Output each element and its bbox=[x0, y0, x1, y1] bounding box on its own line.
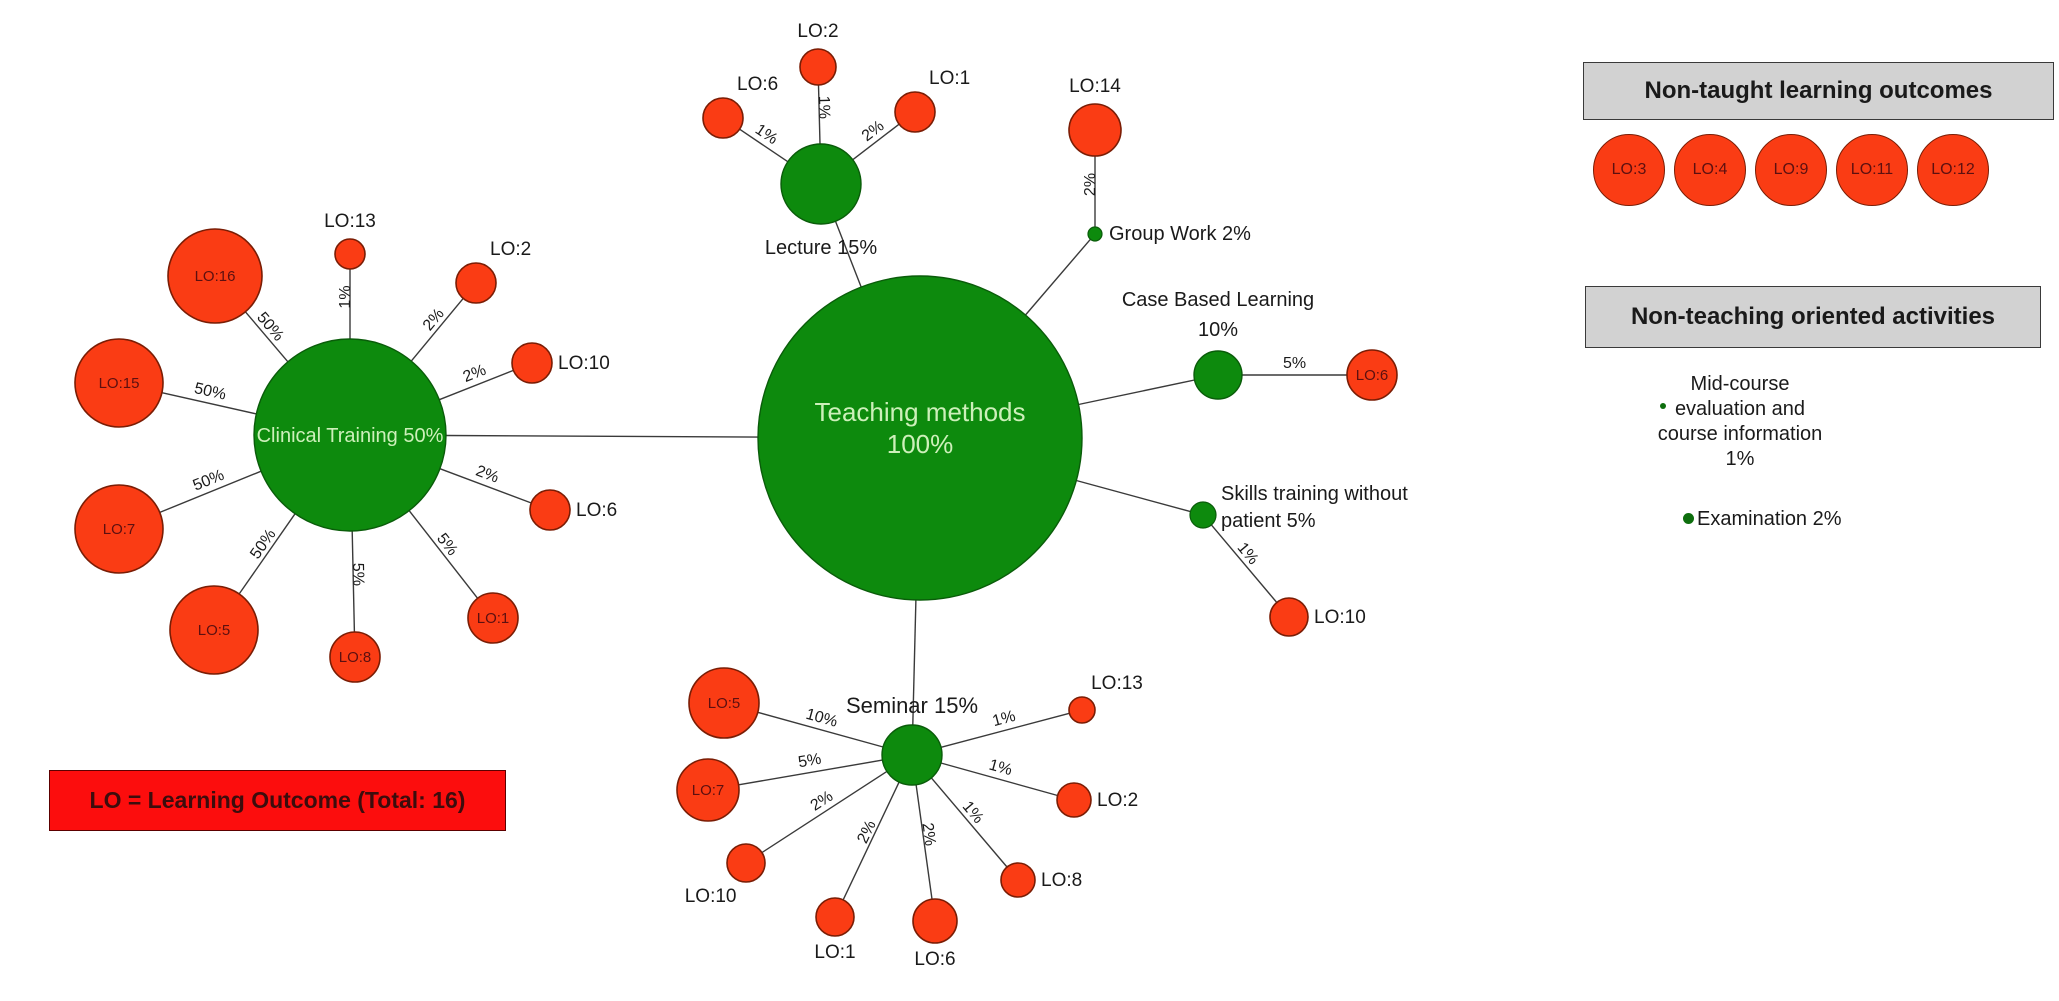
svg-text:Group Work 2%: Group Work 2% bbox=[1109, 223, 1251, 245]
svg-text:100%: 100% bbox=[887, 429, 954, 459]
svg-text:LO:1: LO:1 bbox=[814, 942, 855, 963]
svg-text:LO:10: LO:10 bbox=[1314, 607, 1366, 628]
svg-text:LO:16: LO:16 bbox=[195, 268, 236, 285]
svg-text:LO:2: LO:2 bbox=[1097, 790, 1138, 811]
svg-text:1%: 1% bbox=[1234, 539, 1262, 568]
svg-text:Seminar 15%: Seminar 15% bbox=[846, 693, 978, 718]
svg-text:patient 5%: patient 5% bbox=[1221, 510, 1316, 532]
svg-text:LO:8: LO:8 bbox=[339, 649, 372, 666]
svg-text:1%: 1% bbox=[815, 96, 833, 120]
svg-text:1%: 1% bbox=[752, 121, 781, 148]
svg-text:LO:14: LO:14 bbox=[1069, 76, 1121, 97]
svg-text:2%: 2% bbox=[854, 818, 879, 846]
svg-text:LO:6: LO:6 bbox=[914, 949, 955, 970]
svg-text:1%: 1% bbox=[987, 757, 1014, 780]
svg-text:1%: 1% bbox=[337, 285, 354, 308]
svg-text:5%: 5% bbox=[1283, 355, 1306, 372]
svg-text:LO:2: LO:2 bbox=[490, 239, 531, 260]
svg-text:LO:7: LO:7 bbox=[692, 782, 725, 799]
svg-text:LO:6: LO:6 bbox=[1356, 367, 1389, 384]
svg-text:Skills training without: Skills training without bbox=[1221, 483, 1408, 505]
svg-text:LO:6: LO:6 bbox=[576, 500, 617, 521]
svg-text:2%: 2% bbox=[859, 118, 888, 146]
svg-text:LO:10: LO:10 bbox=[685, 886, 737, 907]
svg-text:50%: 50% bbox=[191, 467, 227, 495]
svg-text:LO:2: LO:2 bbox=[797, 21, 838, 42]
svg-text:LO:7: LO:7 bbox=[103, 521, 136, 538]
svg-text:5%: 5% bbox=[349, 563, 367, 587]
svg-text:LO:1: LO:1 bbox=[477, 610, 510, 627]
svg-text:Clinical Training 50%: Clinical Training 50% bbox=[257, 425, 444, 447]
svg-text:LO:13: LO:13 bbox=[1091, 673, 1143, 694]
svg-text:5%: 5% bbox=[433, 530, 461, 559]
svg-text:1%: 1% bbox=[991, 708, 1018, 730]
svg-text:10%: 10% bbox=[1198, 319, 1238, 341]
svg-text:5%: 5% bbox=[797, 751, 823, 772]
svg-text:LO:10: LO:10 bbox=[558, 353, 610, 374]
svg-text:LO:5: LO:5 bbox=[708, 695, 741, 712]
svg-text:50%: 50% bbox=[247, 526, 279, 562]
svg-text:2%: 2% bbox=[1082, 173, 1099, 196]
svg-text:2%: 2% bbox=[918, 822, 938, 847]
svg-text:LO:1: LO:1 bbox=[929, 68, 970, 89]
svg-text:2%: 2% bbox=[808, 788, 837, 815]
svg-text:LO:5: LO:5 bbox=[198, 622, 231, 639]
svg-text:Case Based Learning: Case Based Learning bbox=[1122, 289, 1314, 311]
svg-text:Lecture 15%: Lecture 15% bbox=[765, 237, 878, 259]
svg-text:LO:6: LO:6 bbox=[737, 74, 778, 95]
svg-text:1%: 1% bbox=[959, 798, 987, 827]
svg-text:LO:13: LO:13 bbox=[324, 211, 376, 232]
svg-text:2%: 2% bbox=[420, 305, 448, 334]
svg-text:LO:8: LO:8 bbox=[1041, 870, 1082, 891]
svg-text:LO:15: LO:15 bbox=[99, 375, 140, 392]
svg-text:Teaching methods: Teaching methods bbox=[814, 397, 1025, 427]
